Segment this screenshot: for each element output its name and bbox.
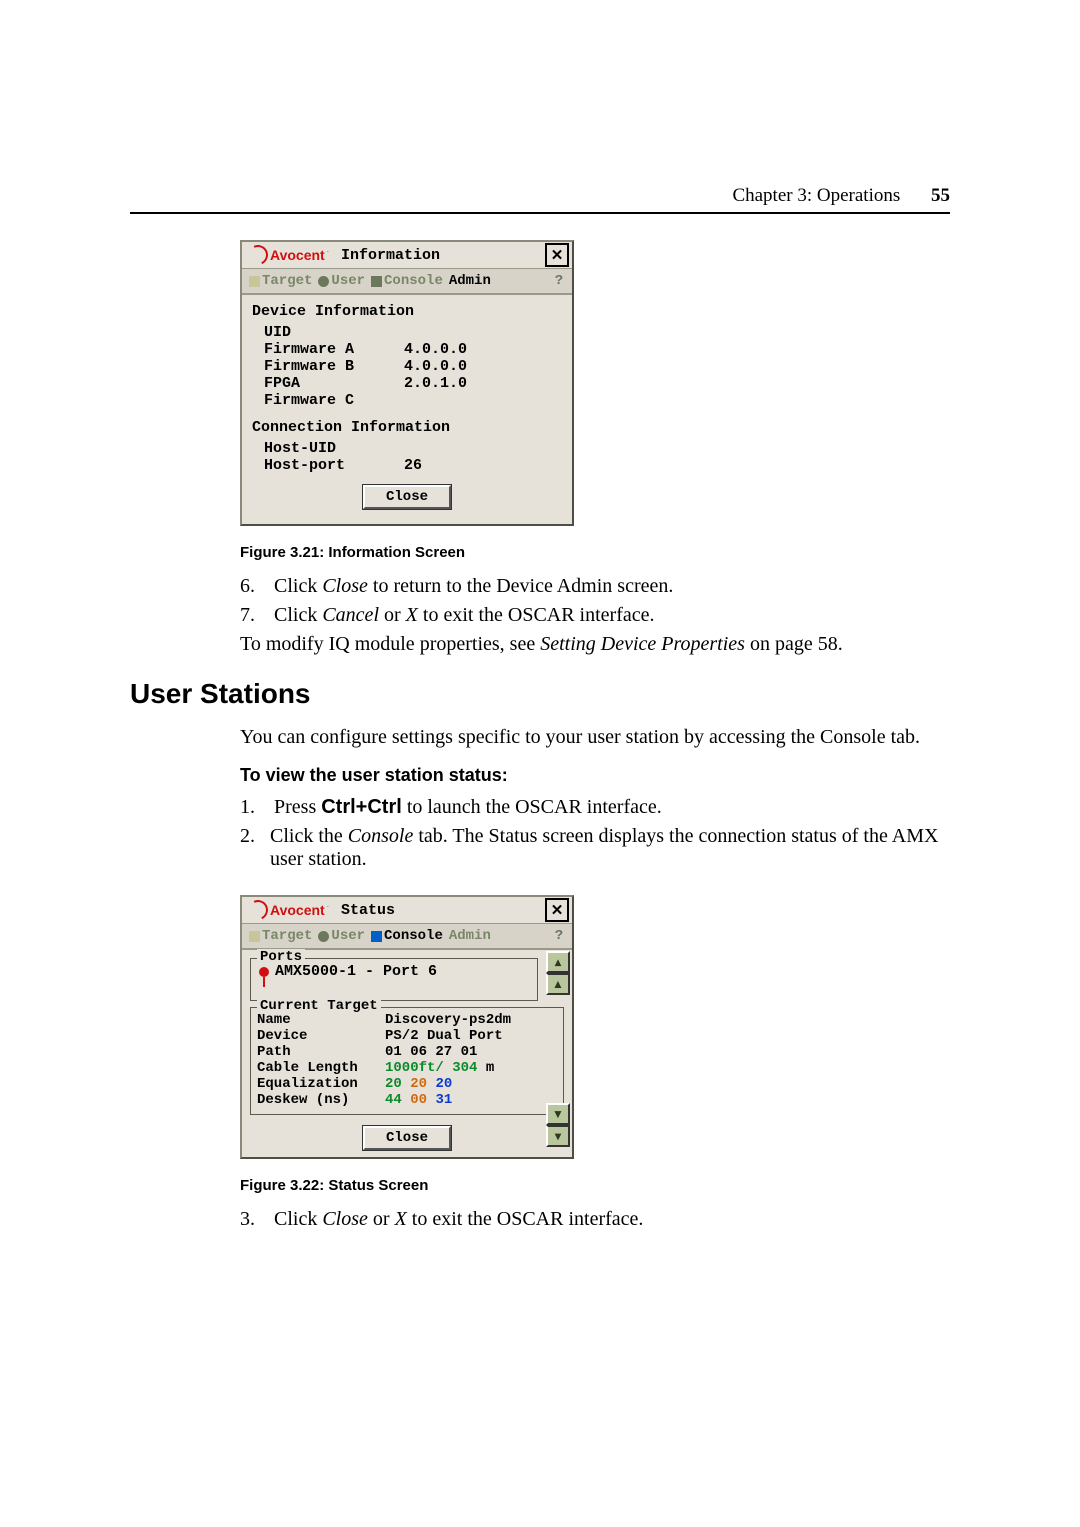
logo-text: Avocent [270,247,325,263]
page-header: Chapter 3: Operations 55 [732,185,950,207]
host-uid-row: Host-UID [252,440,562,457]
name-label: Name [257,1012,385,1028]
titlebar: Avocent. Status ✕ [242,897,572,924]
help-icon[interactable]: ? [550,928,568,944]
window-body: ▴ ▲ Ports AMX5000-1 - Port 6 Current Tar… [242,950,572,1157]
path-label: Path [257,1044,385,1060]
path-value: 01 06 27 01 [385,1044,477,1060]
titlebar: Avocent. Information ✕ [242,242,572,269]
chapter-label: Chapter 3: Operations [732,185,900,206]
scroll-bottom-icon[interactable]: ▾ [546,1125,570,1147]
figure-caption-2: Figure 3.22: Status Screen [240,1177,950,1194]
close-icon[interactable]: ✕ [545,243,569,267]
user-stations-heading: User Stations [130,678,950,710]
status-grid: NameDiscovery-ps2dm DevicePS/2 Dual Port… [257,1012,557,1108]
window-title: Information [335,247,545,264]
device-value: PS/2 Dual Port [385,1028,503,1044]
tab-admin[interactable]: Admin [446,273,494,289]
target-icon [249,931,260,942]
avocent-logo: Avocent. [242,900,335,920]
modify-paragraph: To modify IQ module properties, see Sett… [240,633,950,656]
window-body: Device Information UID Firmware A4.0.0.0… [242,295,572,524]
user-icon [318,276,329,287]
console-icon [371,931,382,942]
ports-legend: Ports [257,949,305,965]
tab-user[interactable]: User [315,273,368,289]
ports-fieldset: Ports AMX5000-1 - Port 6 [250,958,538,1001]
name-value: Discovery-ps2dm [385,1012,511,1028]
information-window: Avocent. Information ✕ Target User Conso… [240,240,574,526]
close-button[interactable]: Close [362,484,452,510]
tab-target[interactable]: Target [246,273,315,289]
close-icon[interactable]: ✕ [545,898,569,922]
device-info-heading: Device Information [252,303,562,320]
fpga-value: 2.0.1.0 [404,375,467,392]
firmware-b-value: 4.0.0.0 [404,358,467,375]
firmware-a-label: Firmware A [252,341,404,358]
step-3: 3. Click Close or X to exit the OSCAR in… [240,1208,950,1231]
logo-text: Avocent [270,902,325,918]
deskew-label: Deskew (ns) [257,1092,385,1108]
port-row: AMX5000-1 - Port 6 [257,963,531,980]
current-target-fieldset: Current Target NameDiscovery-ps2dm Devic… [250,1007,564,1115]
status-window: Avocent. Status ✕ Target User Console Ad… [240,895,574,1159]
console-icon [371,276,382,287]
page-number: 55 [931,185,950,206]
uid-row: UID [252,324,562,341]
intro-paragraph: You can configure settings specific to y… [240,726,950,749]
host-port-value: 26 [404,457,422,474]
step-6: 6. Click Close to return to the Device A… [240,575,950,598]
firmware-c-row: Firmware C [252,392,562,409]
scroll-down-icon[interactable]: ▼ [546,1103,570,1125]
scroll-up-icon[interactable]: ▲ [546,973,570,995]
step-7: 7. Click Cancel or X to exit the OSCAR i… [240,604,950,627]
tab-bar: Target User Console Admin ? [242,269,572,295]
close-button[interactable]: Close [362,1125,452,1151]
cable-label: Cable Length [257,1060,385,1076]
current-target-legend: Current Target [257,998,381,1014]
logo-icon [245,897,271,923]
tab-console[interactable]: Console [368,928,446,944]
step-2: 2. Click the Console tab. The Status scr… [240,825,950,871]
firmware-a-value: 4.0.0.0 [404,341,467,358]
figure-caption-1: Figure 3.21: Information Screen [240,544,950,561]
port-status-icon [259,967,269,977]
port-label: AMX5000-1 - Port 6 [275,963,437,980]
logo-icon [245,242,271,268]
tab-target[interactable]: Target [246,928,315,944]
scroll-down-group: ▼ ▾ [546,1103,566,1147]
avocent-logo: Avocent. [242,245,335,265]
firmware-b-label: Firmware B [252,358,404,375]
fpga-label: FPGA [252,375,404,392]
target-icon [249,276,260,287]
window-title: Status [335,902,545,919]
conn-info-heading: Connection Information [252,419,562,436]
eq-label: Equalization [257,1076,385,1092]
user-icon [318,931,329,942]
help-icon[interactable]: ? [550,273,568,289]
device-label: Device [257,1028,385,1044]
header-rule [130,212,950,214]
tab-admin[interactable]: Admin [446,928,494,944]
host-port-label: Host-port [252,457,404,474]
step-1: 1. Press Ctrl+Ctrl to launch the OSCAR i… [240,796,950,819]
tab-user[interactable]: User [315,928,368,944]
scroll-up-group: ▴ ▲ [546,951,566,995]
tab-console[interactable]: Console [368,273,446,289]
scroll-top-icon[interactable]: ▴ [546,951,570,973]
view-status-heading: To view the user station status: [240,765,950,786]
tab-bar: Target User Console Admin ? [242,924,572,950]
